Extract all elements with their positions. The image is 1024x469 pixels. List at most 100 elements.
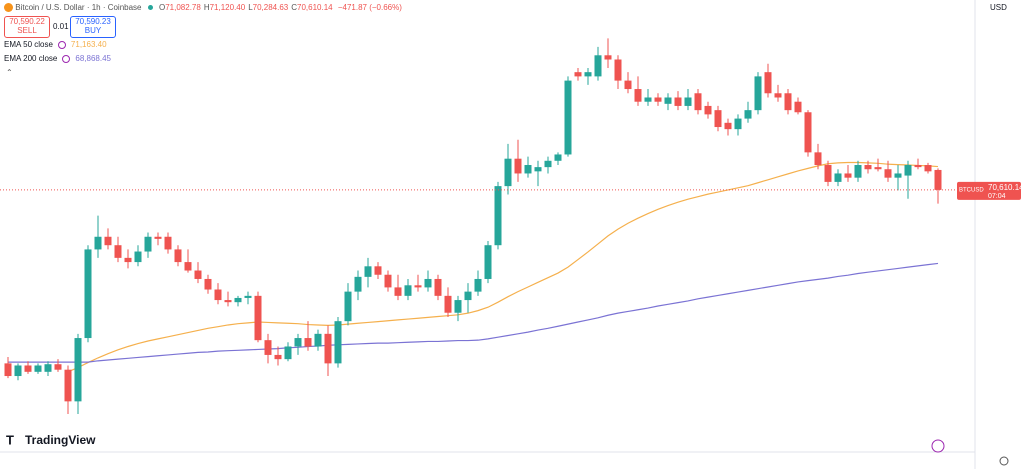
candle-body [294, 338, 302, 347]
candle-body [384, 274, 392, 288]
candle-body [454, 300, 462, 313]
candle-body [914, 165, 922, 168]
legend-item: EMA 200 close 68,868.45 [4, 54, 111, 63]
ohlc-value: 71,082.78 [165, 3, 201, 12]
symbol-icon [4, 3, 13, 13]
currency: USD [990, 3, 1007, 12]
candle-body [434, 278, 442, 296]
candle-body [554, 154, 562, 161]
candle-body [354, 276, 362, 292]
candle-body [584, 72, 592, 77]
candle-body [764, 72, 772, 94]
ema-line [67, 161, 939, 373]
buy-button[interactable]: 70,590.23 BUY [70, 16, 116, 38]
legend-value: 71,163.40 [70, 40, 107, 49]
header: Bitcoin / U.S. Dollar · 1h · Coinbase O7… [4, 3, 402, 13]
legend-icon [57, 40, 66, 49]
candle-body [794, 101, 802, 113]
candle-body [284, 346, 292, 360]
candle-body [614, 59, 622, 81]
candle-body [874, 167, 882, 170]
candle-body [854, 165, 862, 178]
legend-name: EMA 50 close [4, 40, 53, 49]
candle-body [344, 291, 352, 322]
price-label-countdown: 07:04 [988, 193, 1006, 200]
candle-body [74, 338, 82, 402]
candle-body [864, 165, 872, 170]
buy-price: 70,590.23 [75, 17, 111, 26]
candle-body [444, 295, 452, 313]
candle-body [774, 93, 782, 98]
price-label-box [957, 181, 1021, 200]
candle-body [374, 266, 382, 275]
spread: 0.01 [53, 22, 69, 31]
candle-body [204, 278, 212, 290]
candle-body [844, 173, 852, 178]
plot [0, 38, 975, 415]
ohlc-value: 70,284.63 [252, 3, 289, 12]
status-dot [147, 5, 153, 11]
candle-body [594, 55, 602, 77]
legend-value: 68,868.45 [75, 54, 111, 63]
legend-icon [62, 54, 71, 63]
ohlc-key: O [158, 3, 166, 12]
sell-button[interactable]: 70,590.22 SELL [4, 16, 50, 38]
candle-body [154, 236, 162, 239]
legend-name: EMA 200 close [4, 54, 58, 63]
brand: T TradingView [6, 432, 96, 447]
alert-icon[interactable] [931, 439, 945, 453]
candle-body [734, 118, 742, 130]
candle-body [214, 289, 222, 301]
candle-body [14, 365, 22, 377]
brand-logo: T [6, 432, 14, 447]
candle-body [394, 287, 402, 296]
candle-body [234, 297, 242, 303]
candle-body [44, 364, 52, 372]
candle-body [504, 158, 512, 187]
candle-body [134, 251, 142, 263]
candle-body [834, 173, 842, 182]
ohlc-key: H [203, 3, 210, 12]
candle-body [464, 291, 472, 301]
candle-body [114, 245, 122, 258]
ema-line [8, 262, 939, 363]
candle-body [184, 262, 192, 271]
candle-body [704, 105, 712, 115]
ohlc-value: 71,120.40 [209, 3, 246, 12]
ohlc-value: 70,610.14 [297, 3, 333, 12]
candle-body [474, 278, 482, 292]
candle-body [144, 236, 152, 252]
candle-body [484, 245, 492, 279]
candle-body [494, 186, 502, 246]
candle-body [54, 364, 62, 370]
candle-body [534, 167, 542, 172]
candle-body [684, 97, 692, 106]
sell-label: SELL [17, 26, 37, 35]
candle-body [4, 363, 12, 377]
candle-body [414, 285, 422, 288]
settings-icon[interactable] [999, 456, 1009, 466]
sell-price: 70,590.22 [9, 17, 45, 26]
candle-body [254, 295, 262, 341]
candle-body [754, 76, 762, 111]
candle-body [654, 97, 662, 102]
candle-body [364, 266, 372, 277]
candle-body [674, 97, 682, 106]
candle-body [604, 55, 612, 60]
candle-body [174, 249, 182, 263]
candle-body [64, 369, 72, 402]
candle-body [724, 122, 732, 130]
candle-body [624, 80, 632, 90]
legend-item: EMA 50 close 71,163.40 [4, 40, 107, 49]
candle-body [744, 110, 752, 119]
ohlc: O71,082.78 H71,120.40 L70,284.63 C70,610.14 [159, 3, 336, 12]
candle-body [194, 270, 202, 279]
candle-body [644, 97, 652, 102]
collapse-icon[interactable]: ⌃ [6, 68, 13, 77]
candle-body [824, 165, 832, 182]
price-label-value: 70,610.14 [988, 183, 1024, 192]
candle-body [664, 97, 672, 104]
